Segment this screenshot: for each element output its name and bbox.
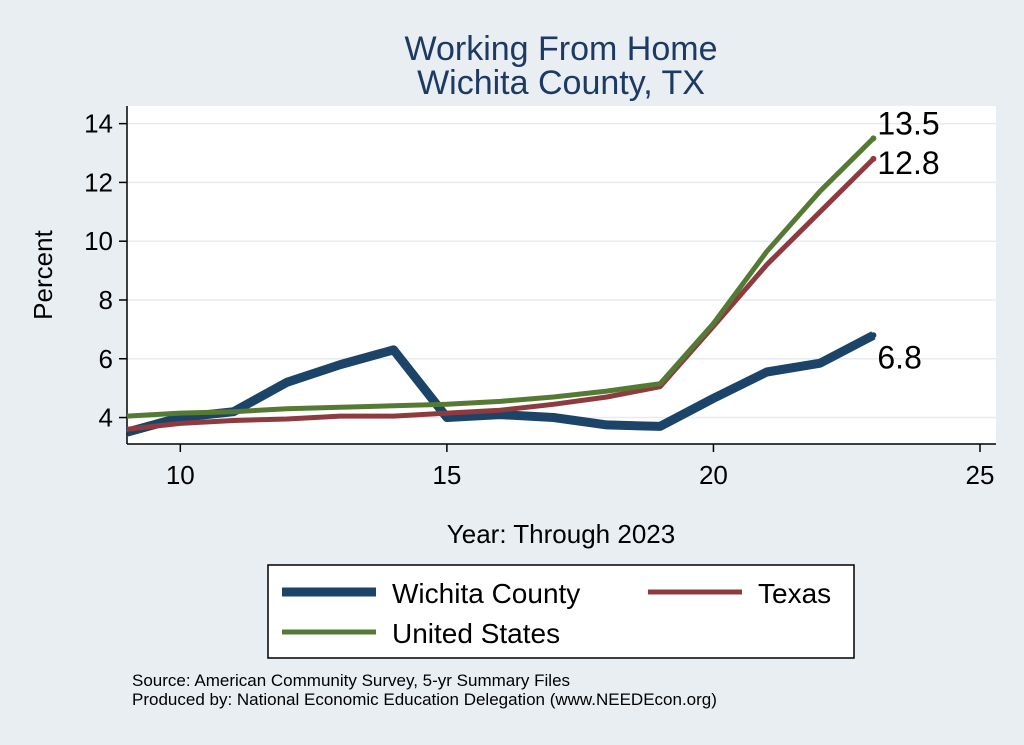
y-axis-title: Percent: [28, 229, 58, 319]
legend: Wichita County Texas United States: [267, 564, 855, 659]
x-tick-label-20: 20: [699, 460, 728, 490]
legend-label-texas: Texas: [758, 578, 831, 609]
chart-title-line-2: Wichita County, TX: [417, 64, 705, 102]
source-note: Source: American Community Survey, 5-yr …: [132, 671, 717, 709]
x-axis-ticks: 10 15 20 25: [166, 444, 995, 490]
y-tick-label-6: 6: [99, 344, 113, 374]
y-axis-ticks: 4 6 8 10 12 14: [84, 109, 127, 433]
series-end-marker-wichita-county: [870, 332, 877, 339]
end-label-texas: 12.8: [877, 145, 939, 181]
x-tick-label-10: 10: [166, 460, 195, 490]
series-line-united-states: [126, 136, 876, 419]
x-tick-label-15: 15: [432, 460, 461, 490]
produced-by-line: Produced by: National Economic Education…: [132, 690, 717, 709]
axes: [126, 106, 996, 445]
legend-label-wichita-county: Wichita County: [392, 578, 580, 609]
chart-title-line-1: Working From Home: [405, 30, 718, 68]
end-label-united-states: 13.5: [877, 105, 939, 141]
y-tick-label-8: 8: [99, 285, 113, 315]
end-label-wichita-county: 6.8: [877, 339, 921, 375]
plot-area: [127, 106, 996, 444]
x-axis-title: Year: Through 2023: [447, 519, 675, 549]
y-tick-label-10: 10: [84, 226, 113, 256]
x-tick-label-25: 25: [966, 460, 995, 490]
source-line: Source: American Community Survey, 5-yr …: [132, 671, 571, 690]
series-line-wichita-county: [125, 331, 876, 437]
series-end-marker-united-states: [870, 135, 877, 142]
y-tick-label-4: 4: [99, 403, 113, 433]
legend-label-united-states: United States: [392, 618, 560, 649]
y-tick-label-14: 14: [84, 109, 113, 139]
series-lines: [125, 135, 877, 437]
series-end-marker-texas: [870, 155, 877, 162]
legend-box: [267, 564, 855, 659]
series-line-texas: [126, 157, 876, 432]
end-labels: 6.8 12.8 13.5: [877, 105, 939, 375]
y-tick-label-12: 12: [84, 167, 113, 197]
